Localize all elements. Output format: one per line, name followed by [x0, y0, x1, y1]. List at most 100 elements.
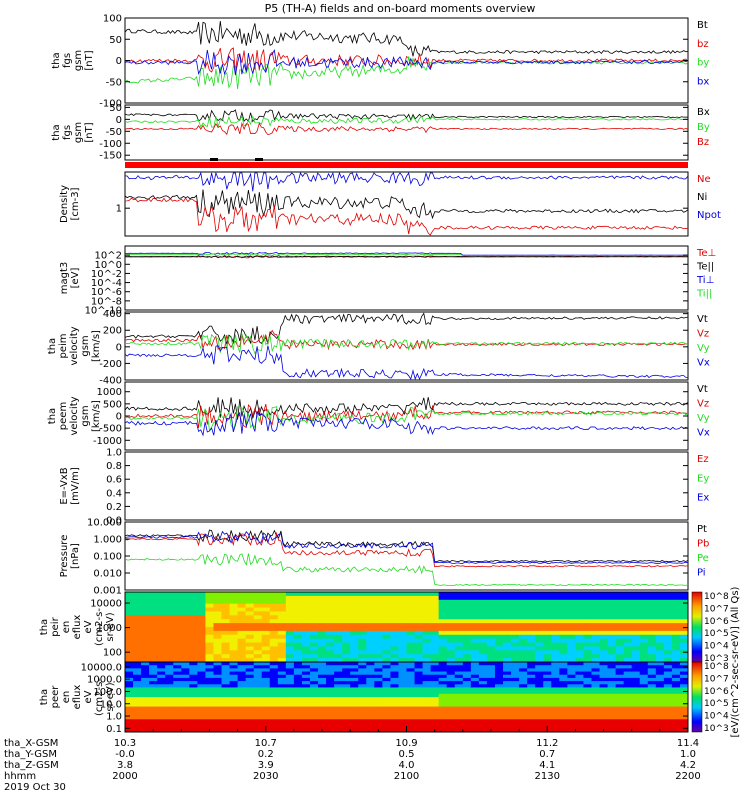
heatmap-cell: [608, 654, 617, 658]
heatmap-cell: [382, 635, 391, 639]
heatmap-cell: [551, 722, 560, 726]
heatmap-cell: [358, 700, 367, 704]
heatmap-cell: [575, 719, 584, 723]
heatmap-cell: [632, 700, 641, 704]
heatmap-cell: [141, 678, 150, 682]
heatmap-cell: [181, 639, 190, 643]
heatmap-cell: [181, 600, 190, 604]
heatmap-cell: [366, 639, 375, 643]
heatmap-cell: [294, 654, 303, 658]
heatmap-cell: [350, 611, 359, 615]
heatmap-cell: [600, 672, 609, 676]
heatmap-cell: [511, 713, 520, 717]
heatmap-cell: [487, 668, 496, 672]
heatmap-cell: [310, 678, 319, 682]
heatmap-cell: [624, 650, 633, 654]
heatmap-cell: [463, 615, 472, 619]
heatmap-cell: [270, 646, 279, 650]
heatmap-cell: [205, 726, 214, 730]
heatmap-cell: [527, 719, 536, 723]
heatmap-cell: [390, 713, 399, 717]
heatmap-cell: [286, 722, 295, 726]
heatmap-cell: [205, 639, 214, 643]
heatmap-cell: [310, 675, 319, 679]
heatmap-cell: [624, 716, 633, 720]
heatmap-cell: [222, 678, 231, 682]
heatmap-cell: [165, 710, 174, 714]
heatmap-cell: [543, 627, 552, 631]
heatmap-cell: [318, 635, 327, 639]
heatmap-cell: [511, 684, 520, 688]
heatmap-cell: [278, 697, 287, 701]
heatmap-cell: [487, 719, 496, 723]
heatmap-cell: [648, 697, 657, 701]
heatmap-cell: [398, 681, 407, 685]
heatmap-cell: [632, 713, 641, 717]
heatmap-cell: [366, 713, 375, 717]
legend-entry: Ne: [697, 174, 711, 185]
heatmap-cell: [222, 600, 231, 604]
heatmap-cell: [366, 604, 375, 608]
heatmap-cell: [366, 694, 375, 698]
heatmap-cell: [238, 615, 247, 619]
heatmap-cell: [527, 662, 536, 666]
heatmap-cell: [503, 592, 512, 596]
heatmap-cell: [463, 662, 472, 666]
heatmap-cell: [222, 623, 231, 627]
heatmap-cell: [310, 646, 319, 650]
heatmap-cell: [656, 713, 665, 717]
heatmap-cell: [407, 716, 416, 720]
heatmap-cell: [624, 654, 633, 658]
heatmap-cell: [238, 668, 247, 672]
heatmap-cell: [141, 707, 150, 711]
heatmap-cell: [382, 619, 391, 623]
heatmap-cell: [600, 703, 609, 707]
heatmap-cell: [254, 700, 263, 704]
legend-entry: Ex: [697, 493, 709, 504]
heatmap-cell: [487, 619, 496, 623]
heatmap-cell: [471, 707, 480, 711]
y-axis-label: peem: [58, 402, 69, 430]
heatmap-cell: [503, 694, 512, 698]
heatmap-cell: [213, 703, 222, 707]
heatmap-cell: [463, 600, 472, 604]
heatmap-cell: [407, 654, 416, 658]
heatmap-cell: [664, 678, 673, 682]
heatmap-cell: [495, 710, 504, 714]
heatmap-cell: [503, 700, 512, 704]
heatmap-cell: [278, 700, 287, 704]
heatmap-cell: [415, 719, 424, 723]
flag-mark: [255, 158, 263, 161]
heatmap-cell: [559, 681, 568, 685]
heatmap-cell: [205, 643, 214, 647]
heatmap-cell: [543, 691, 552, 695]
heatmap-cell: [382, 710, 391, 714]
heatmap-cell: [125, 654, 134, 658]
heatmap-cell: [600, 654, 609, 658]
heatmap-cell: [624, 596, 633, 600]
heatmap-cell: [503, 611, 512, 615]
heatmap-cell: [567, 611, 576, 615]
heatmap-cell: [423, 639, 432, 643]
heatmap-cell: [463, 707, 472, 711]
heatmap-cell: [270, 678, 279, 682]
heatmap-cell: [318, 691, 327, 695]
heatmap-cell: [503, 604, 512, 608]
heatmap-cell: [197, 643, 206, 647]
heatmap-cell: [535, 668, 544, 672]
heatmap-cell: [230, 687, 239, 691]
heatmap-cell: [318, 697, 327, 701]
heatmap-cell: [600, 694, 609, 698]
heatmap-cell: [278, 643, 287, 647]
heatmap-cell: [342, 662, 351, 666]
heatmap-cell: [551, 623, 560, 627]
heatmap-cell: [374, 639, 383, 643]
heatmap-cell: [246, 707, 255, 711]
heatmap-cell: [559, 596, 568, 600]
heatmap-cell: [600, 684, 609, 688]
heatmap-cell: [302, 678, 311, 682]
heatmap-cell: [575, 722, 584, 726]
heatmap-cell: [648, 687, 657, 691]
heatmap-cell: [197, 684, 206, 688]
heatmap-cell: [246, 703, 255, 707]
